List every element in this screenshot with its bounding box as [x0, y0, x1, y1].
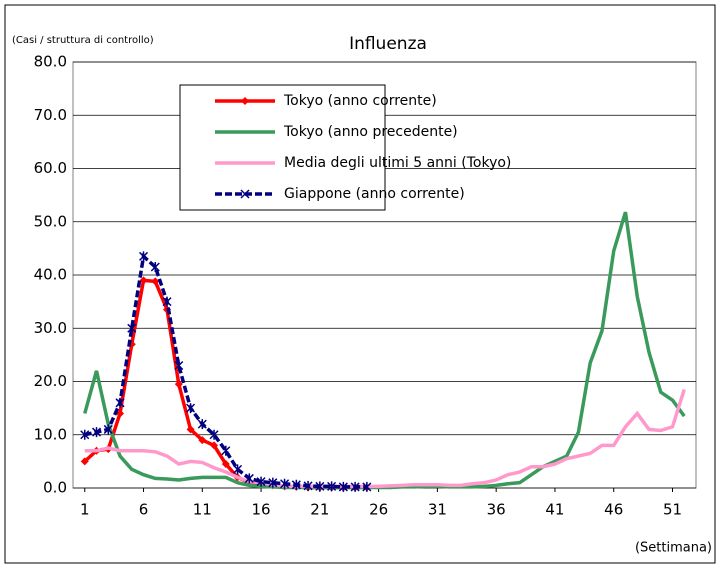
point-marker	[80, 429, 90, 440]
point-marker	[268, 477, 278, 488]
point-marker	[91, 427, 102, 438]
point-marker	[303, 480, 313, 491]
point-marker	[280, 478, 290, 489]
point-marker	[174, 380, 183, 389]
point-marker	[327, 481, 337, 492]
point-marker	[139, 276, 148, 285]
point-marker	[244, 473, 254, 484]
point-marker	[80, 457, 89, 466]
x-tick-label: 6	[139, 501, 149, 519]
point-marker	[362, 481, 372, 492]
legend-label: Tokyo (anno corrente)	[283, 93, 437, 109]
y-tick-label: 60.0	[34, 159, 67, 177]
x-tick-label: 46	[604, 501, 623, 519]
y-axis-label: (Casi / struttura di controllo)	[12, 35, 154, 46]
y-tick-label: 80.0	[34, 53, 67, 71]
x-tick-label: 26	[369, 501, 388, 519]
x-tick-label: 1	[80, 501, 90, 519]
point-marker	[233, 464, 243, 475]
x-tick-label: 41	[545, 501, 564, 519]
y-tick-label: 40.0	[34, 266, 67, 284]
point-marker	[350, 481, 360, 492]
point-marker	[186, 403, 196, 414]
y-tick-label: 70.0	[34, 106, 67, 124]
point-marker	[162, 296, 172, 307]
legend-label: Tokyo (anno precedente)	[283, 124, 458, 140]
y-tick-label: 50.0	[34, 212, 67, 230]
point-marker	[151, 277, 160, 286]
point-marker	[127, 323, 137, 334]
point-marker	[315, 481, 325, 492]
x-tick-label: 51	[663, 501, 682, 519]
point-marker	[198, 436, 207, 445]
x-axis-label: (Settimana)	[635, 541, 712, 556]
chart-title: Influenza	[349, 34, 427, 54]
point-marker	[221, 460, 230, 469]
y-tick-label: 10.0	[34, 425, 67, 443]
x-tick-label: 36	[487, 501, 506, 519]
point-marker	[197, 419, 207, 430]
point-marker	[256, 476, 266, 487]
point-marker	[150, 262, 160, 273]
point-marker	[209, 429, 219, 440]
legend-label: Giappone (anno corrente)	[284, 186, 465, 202]
series-line	[84, 388, 686, 489]
point-marker	[210, 441, 219, 450]
point-marker	[338, 481, 348, 492]
point-marker	[221, 445, 231, 456]
legend-box	[179, 84, 386, 211]
x-tick-label: 16	[252, 501, 271, 519]
x-tick-label: 11	[193, 501, 212, 519]
x-tick-label: 31	[428, 501, 447, 519]
point-marker	[291, 479, 301, 490]
point-marker	[115, 397, 125, 408]
legend-marker	[240, 189, 250, 199]
legend-marker	[241, 97, 249, 105]
point-marker	[186, 425, 195, 434]
y-tick-label: 30.0	[34, 319, 67, 337]
y-tick-label: 0.0	[43, 479, 67, 497]
point-marker	[138, 251, 149, 262]
legend-label: Media degli ultimi 5 anni (Tokyo)	[284, 155, 511, 171]
point-marker	[174, 360, 184, 371]
point-marker	[103, 424, 113, 435]
x-tick-label: 21	[310, 501, 329, 519]
y-tick-label: 20.0	[34, 372, 67, 390]
